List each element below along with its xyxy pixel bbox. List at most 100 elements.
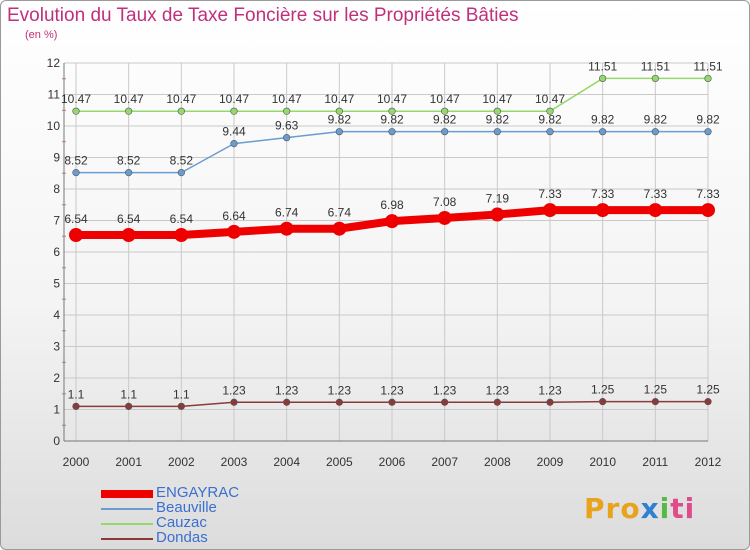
data-point-engayrac: [69, 227, 83, 242]
data-label-beauville: 9.82: [328, 113, 352, 127]
data-label-dondas: 1.23: [433, 383, 457, 397]
data-label-dondas: 1.25: [644, 383, 668, 397]
y-tick-label: 1: [53, 403, 60, 417]
x-tick-label: 2010: [589, 455, 616, 469]
data-point-beauville: [335, 128, 343, 136]
data-label-dondas: 1.23: [538, 383, 562, 397]
series-beauville: 8.52 8.52 8.52 9.44 9.63 9.82 9.82 9.82 9.82 9.82…: [64, 113, 720, 177]
y-tick-label: 9: [53, 151, 60, 165]
x-tick-label: 2001: [115, 455, 142, 469]
data-label-engayrac: 7.08: [433, 195, 457, 209]
x-tick-label: 2000: [63, 455, 90, 469]
data-point-beauville: [125, 169, 133, 177]
data-point-cauzac: [388, 107, 396, 115]
legend-swatch: [101, 490, 153, 498]
data-label-dondas: 1.23: [380, 383, 404, 397]
data-point-beauville: [283, 134, 291, 142]
data-label-beauville: 9.82: [644, 113, 668, 127]
data-point-beauville: [72, 169, 80, 177]
data-label-beauville: 8.52: [117, 154, 141, 168]
data-point-dondas: [441, 398, 449, 406]
data-point-beauville: [704, 128, 712, 136]
data-point-beauville: [177, 169, 185, 177]
data-point-beauville: [546, 128, 554, 136]
data-point-beauville: [230, 140, 238, 148]
data-point-beauville: [599, 128, 607, 136]
x-tick-label: 2011: [642, 455, 668, 469]
legend-label: ENGAYRAC: [156, 484, 240, 501]
data-point-dondas: [546, 398, 554, 406]
data-label-dondas: 1.1: [173, 387, 190, 401]
chart-subtitle: (en %): [25, 29, 58, 41]
data-point-cauzac: [599, 74, 607, 83]
data-point-cauzac: [441, 107, 449, 115]
data-label-dondas: 1.25: [591, 383, 615, 397]
x-tick-label: 2006: [379, 455, 406, 469]
data-point-beauville: [441, 128, 449, 136]
data-point-dondas: [177, 402, 185, 410]
data-label-beauville: 9.63: [275, 119, 299, 133]
data-label-cauzac: 10.47: [377, 92, 407, 106]
series-engayrac: 6.54 6.54 6.54 6.64 6.74 6.74 6.98 7.08 7.19 7.33…: [64, 187, 720, 242]
data-label-cauzac: 10.47: [166, 92, 196, 106]
data-label-engayrac: 7.33: [696, 187, 720, 201]
data-label-engayrac: 6.74: [328, 206, 352, 220]
data-label-engayrac: 6.64: [222, 209, 246, 223]
data-label-cauzac: 10.47: [535, 92, 565, 106]
data-point-dondas: [283, 398, 291, 406]
data-label-engayrac: 6.54: [117, 212, 141, 226]
y-tick-label: 10: [47, 119, 61, 133]
data-point-engayrac: [279, 221, 294, 236]
data-point-engayrac: [227, 224, 241, 239]
data-label-cauzac: 10.47: [430, 92, 460, 106]
data-point-dondas: [704, 398, 712, 406]
data-point-beauville: [388, 128, 396, 136]
series-dondas: 1.1 1.1 1.1 1.23 1.23 1.23 1.23 1.23 1.23 1.23 1.2…: [68, 383, 720, 410]
data-label-dondas: 1.1: [120, 387, 137, 401]
data-label-engayrac: 7.33: [644, 187, 668, 201]
grid: [62, 62, 709, 442]
data-label-cauzac: 11.51: [693, 59, 722, 73]
x-tick-label: 2002: [168, 455, 195, 469]
x-tick-label: 2007: [431, 455, 458, 469]
data-point-cauzac: [335, 107, 343, 115]
y-tick-label: 0: [53, 434, 60, 448]
data-point-engayrac: [437, 210, 452, 225]
data-label-cauzac: 10.47: [219, 92, 249, 106]
proxiti-logo: Proxiti: [584, 492, 696, 525]
data-label-cauzac: 10.47: [61, 92, 91, 106]
x-tick-label: 2012: [695, 455, 722, 469]
data-label-beauville: 9.82: [538, 113, 562, 127]
x-tick-label: 2003: [221, 455, 248, 469]
data-label-dondas: 1.23: [275, 383, 299, 397]
data-label-beauville: 9.44: [222, 125, 246, 139]
data-label-beauville: 9.82: [380, 113, 404, 127]
data-label-engayrac: 7.33: [591, 187, 615, 201]
y-tick-label: 11: [48, 88, 61, 102]
legend-swatch: [101, 523, 153, 525]
data-label-beauville: 9.82: [433, 113, 457, 127]
data-point-cauzac: [546, 107, 554, 115]
data-point-beauville: [651, 128, 659, 136]
data-label-cauzac: 10.47: [482, 92, 512, 106]
data-label-cauzac: 10.47: [324, 92, 354, 106]
data-point-cauzac: [651, 74, 659, 83]
y-tick-label: 2: [53, 371, 60, 385]
data-label-beauville: 9.82: [696, 113, 720, 127]
data-label-cauzac: 11.51: [588, 59, 617, 73]
data-label-engayrac: 6.98: [380, 198, 404, 212]
data-point-engayrac: [121, 227, 136, 242]
data-point-dondas: [230, 398, 238, 406]
data-label-engayrac: 7.19: [486, 192, 510, 206]
data-point-engayrac: [385, 214, 399, 229]
data-point-cauzac: [704, 74, 712, 83]
x-tick-label: 2008: [484, 455, 511, 469]
data-label-engayrac: 7.33: [538, 187, 562, 201]
legend-label: Beauville: [156, 499, 217, 516]
x-tick-label: 2009: [537, 455, 564, 469]
legend-label: Cauzac: [156, 514, 207, 531]
data-label-beauville: 8.52: [64, 154, 88, 168]
data-point-dondas: [493, 398, 501, 406]
data-label-engayrac: 6.54: [170, 212, 194, 226]
